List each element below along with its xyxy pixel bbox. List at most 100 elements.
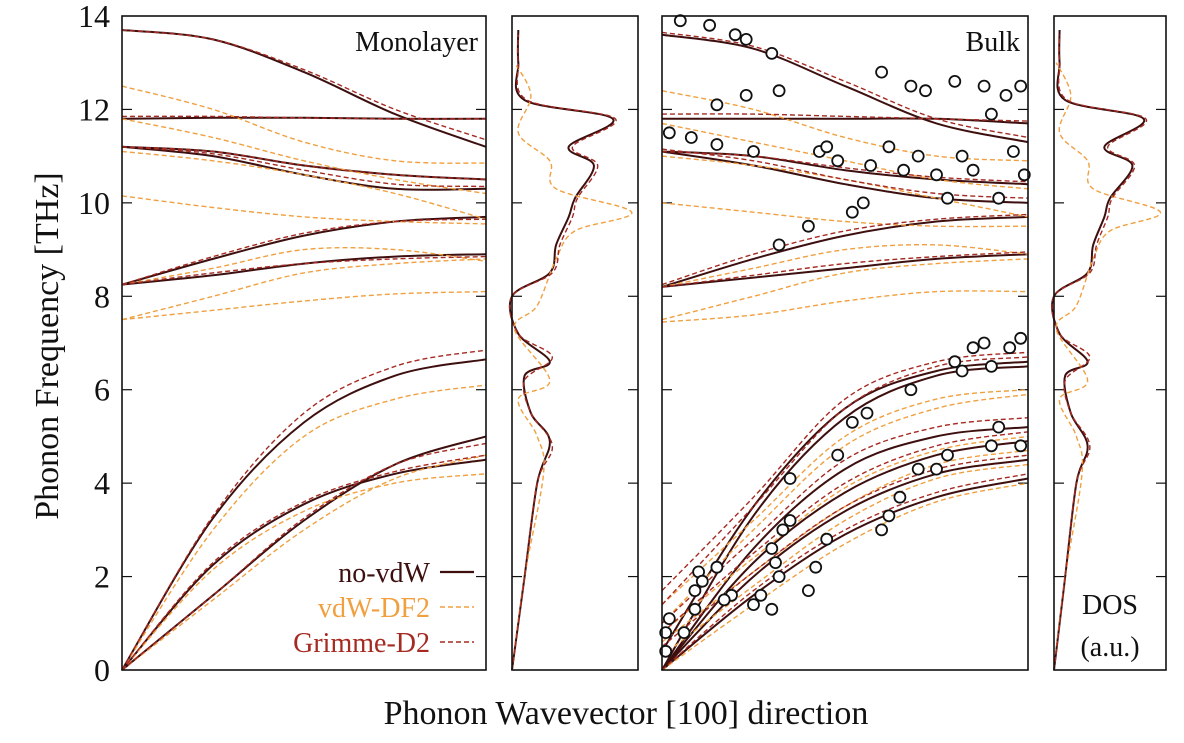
exp-marker xyxy=(904,79,918,93)
branch-vdw-df2 xyxy=(121,195,487,225)
branch-vdw-df2 xyxy=(121,290,487,321)
branch-grimme-d2 xyxy=(121,442,487,671)
panel-dos-monolayer xyxy=(508,15,639,671)
branch-vdw-df2 xyxy=(661,393,1029,624)
exp-marker xyxy=(1014,331,1028,345)
branch-no-vdw xyxy=(661,150,1029,204)
exp-marker xyxy=(966,163,980,177)
branch-no-vdw xyxy=(661,215,1029,288)
exp-marker xyxy=(710,98,724,112)
branch-no-vdw xyxy=(661,458,1029,671)
exp-marker xyxy=(1017,168,1031,182)
exp-marker xyxy=(893,490,907,504)
exp-marker xyxy=(977,336,991,350)
branch-grimme-d2 xyxy=(661,150,1029,183)
branch-no-vdw xyxy=(121,458,487,671)
dos-curve-vdw-df2 xyxy=(1053,62,1162,671)
branch-grimme-d2 xyxy=(661,356,1029,606)
branch-no-vdw xyxy=(121,29,487,148)
exp-marker xyxy=(882,509,896,523)
exp-marker xyxy=(673,14,687,28)
exp-marker xyxy=(662,126,676,140)
exp-marker xyxy=(772,238,786,252)
exp-marker xyxy=(772,84,786,98)
legend-label-grimme: Grimme-D2 xyxy=(293,628,430,659)
exp-marker xyxy=(710,138,724,151)
branch-no-vdw xyxy=(661,440,1029,671)
branch-grimme-d2 xyxy=(661,31,1029,139)
panel-frame xyxy=(1053,15,1167,671)
y-tick-label: 4 xyxy=(94,465,110,501)
exp-marker xyxy=(985,107,998,121)
branch-grimme-d2 xyxy=(661,148,1029,199)
dos-curve-grimme-d2 xyxy=(508,34,617,671)
dos-unit-label: (a.u.) xyxy=(1080,632,1139,663)
branch-no-vdw xyxy=(661,33,1029,144)
exp-marker xyxy=(992,191,1006,205)
exp-marker xyxy=(955,364,969,378)
exp-marker xyxy=(856,196,870,210)
exp-marker xyxy=(809,560,823,574)
branch-no-vdw xyxy=(121,358,487,671)
branch-grimme-d2 xyxy=(661,213,1029,286)
branch-grimme-d2 xyxy=(661,251,1029,288)
branch-vdw-df2 xyxy=(661,463,1029,657)
branch-grimme-d2 xyxy=(121,115,487,120)
exp-marker xyxy=(911,149,925,163)
legend-label-df2: vdW-DF2 xyxy=(318,593,430,624)
y-tick-label: 2 xyxy=(94,559,110,595)
branch-vdw-df2 xyxy=(121,454,487,671)
panel-dos-bulk xyxy=(1051,15,1167,671)
dos-curve-grimme-d2 xyxy=(1051,34,1147,671)
y-tick-label: 0 xyxy=(94,652,110,688)
branch-vdw-df2 xyxy=(661,482,1029,671)
exp-marker xyxy=(882,140,896,154)
exp-marker xyxy=(919,84,932,98)
y-tick-label: 10 xyxy=(78,185,110,221)
exp-marker xyxy=(966,341,980,355)
panel-monolayer: 0 2 4 6 8 10 12 14 xyxy=(78,0,487,688)
branch-vdw-df2 xyxy=(121,473,487,671)
exp-marker xyxy=(703,18,716,32)
legend-label-novdw: no-vdW xyxy=(338,558,430,589)
y-axis-label: Phonon Frequency [THz] xyxy=(29,172,66,519)
exp-marker xyxy=(875,523,888,537)
exp-marker xyxy=(1007,145,1020,158)
branch-no-vdw xyxy=(121,145,487,191)
exp-marker xyxy=(941,448,954,462)
exp-marker xyxy=(765,602,779,616)
branch-vdw-df2 xyxy=(121,85,487,164)
panel-frame xyxy=(121,15,487,671)
panel-title-monolayer: Monolayer xyxy=(355,27,479,58)
exp-marker xyxy=(747,145,760,158)
exp-marker xyxy=(659,626,673,639)
branch-vdw-df2 xyxy=(661,258,1029,321)
exp-marker xyxy=(688,602,702,616)
exp-marker xyxy=(783,514,797,527)
exp-marker xyxy=(728,28,742,42)
exp-marker xyxy=(941,191,954,205)
branch-vdw-df2 xyxy=(121,384,487,671)
branch-no-vdw xyxy=(661,477,1029,671)
exp-marker xyxy=(754,588,768,602)
panel-title-bulk: Bulk xyxy=(966,27,1020,58)
exp-marker xyxy=(992,420,1006,434)
exp-marker xyxy=(739,89,753,102)
exp-marker xyxy=(955,149,969,163)
exp-marker xyxy=(831,154,845,168)
branch-no-vdw xyxy=(661,365,1029,671)
branch-grimme-d2 xyxy=(121,454,487,671)
exp-marker xyxy=(977,79,991,93)
exp-marker xyxy=(985,359,998,373)
branch-grimme-d2 xyxy=(121,146,487,181)
branch-vdw-df2 xyxy=(661,122,1029,190)
exp-marker xyxy=(820,140,834,154)
exp-marker xyxy=(717,593,731,607)
exp-marker xyxy=(659,644,673,658)
exp-marker xyxy=(710,560,724,574)
exp-marker xyxy=(845,415,859,429)
branch-no-vdw xyxy=(661,150,1029,186)
branch-grimme-d2 xyxy=(661,473,1029,671)
